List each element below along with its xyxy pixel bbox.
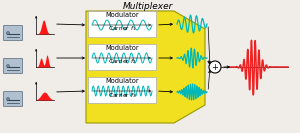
Text: Carrier $f_2$: Carrier $f_2$ <box>108 58 136 66</box>
Text: Carrier $f_3$: Carrier $f_3$ <box>108 91 136 99</box>
Text: Multiplexer: Multiplexer <box>123 2 173 11</box>
FancyBboxPatch shape <box>4 26 22 41</box>
Text: Modulator: Modulator <box>105 12 139 18</box>
Text: Carrier $f_1$: Carrier $f_1$ <box>108 25 136 34</box>
FancyBboxPatch shape <box>4 59 22 74</box>
FancyBboxPatch shape <box>88 44 156 70</box>
FancyBboxPatch shape <box>88 11 156 37</box>
Circle shape <box>7 65 10 68</box>
Text: +: + <box>212 63 218 72</box>
Circle shape <box>209 61 221 73</box>
Polygon shape <box>86 11 205 123</box>
FancyBboxPatch shape <box>88 77 156 103</box>
Text: Modulator: Modulator <box>105 45 139 51</box>
Circle shape <box>7 97 10 101</box>
Circle shape <box>7 32 10 34</box>
FancyBboxPatch shape <box>4 92 22 107</box>
Text: Modulator: Modulator <box>105 78 139 84</box>
